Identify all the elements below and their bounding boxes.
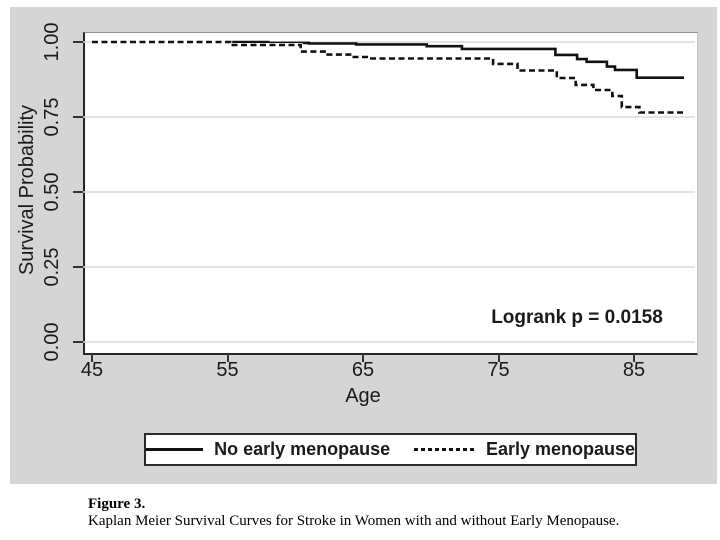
x-tick-label: 55: [216, 359, 239, 381]
legend-box: No early menopause Early menopause: [144, 433, 637, 466]
legend-label-no-early-menopause: No early menopause: [214, 439, 391, 459]
legend-solid-line-swatch: [146, 448, 204, 451]
survival-curves-svg: [83, 40, 695, 343]
figure-caption: Figure 3. Kaplan Meier Survival Curves f…: [88, 496, 648, 530]
figure-caption-text: Kaplan Meier Survival Curves for Stroke …: [88, 513, 620, 529]
y-tick: [73, 191, 83, 193]
x-tick: [91, 354, 93, 362]
y-tick-label: 1.00: [41, 22, 63, 62]
y-tick-label: 0.50: [41, 172, 63, 212]
logrank-annotation: Logrank p = 0.0158: [491, 307, 663, 328]
dashed-curve-underlay: [92, 40, 686, 115]
y-axis-title: Survival Probability: [16, 104, 38, 276]
legend-dashed-line-swatch: [414, 448, 475, 451]
x-tick-label: 75: [487, 359, 510, 381]
y-tick-label: 0.25: [41, 247, 63, 287]
curve-no-early-menopause: [92, 40, 685, 79]
y-tick: [73, 266, 83, 268]
x-tick: [633, 354, 635, 362]
curve-early-menopause: [92, 40, 686, 114]
x-tick: [497, 354, 500, 362]
y-tick-label: 0.75: [41, 97, 63, 137]
legend-label-early-menopause: Early menopause: [485, 439, 635, 459]
x-tick: [362, 354, 364, 362]
y-tick: [73, 116, 83, 118]
x-axis-title: Age: [345, 385, 381, 407]
x-tick-label: 85: [622, 359, 646, 381]
y-tick: [73, 41, 83, 43]
y-tick-label: 0.00: [41, 322, 63, 362]
x-tick: [226, 354, 229, 362]
plot-area: [83, 32, 698, 355]
x-tick-label: 45: [80, 359, 104, 381]
y-tick: [73, 341, 83, 343]
figure-caption-label: Figure 3.: [88, 496, 146, 512]
x-tick-label: 65: [351, 359, 375, 381]
